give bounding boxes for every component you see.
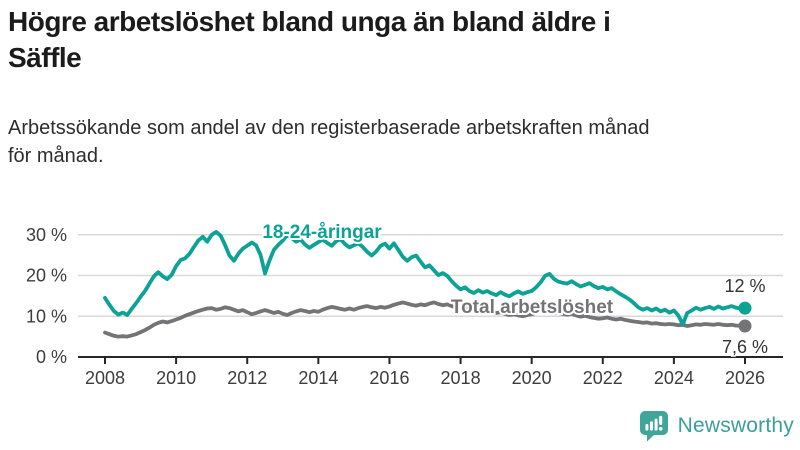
- logo-bar-1: [645, 423, 649, 431]
- x-axis-tick-label: 2022: [583, 368, 623, 388]
- logo-bubble-shape: [639, 410, 668, 441]
- newsworthy-chart-bubble-icon: [639, 410, 668, 441]
- logo-bar-3: [654, 418, 658, 431]
- series-end-dot-18-24-aringar: [738, 301, 752, 315]
- y-axis-tick-label: 0 %: [36, 347, 67, 367]
- x-axis-tick-label: 2008: [85, 368, 125, 388]
- logo-bar-2: [649, 420, 653, 431]
- series-end-value-total-arbetsloshet: 7,6 %: [722, 337, 768, 357]
- series-end-dot-total-arbetsloshet: [738, 319, 752, 333]
- page-subtitle: Arbetssökande som andel av den registerb…: [8, 117, 650, 167]
- y-axis-tick-label: 10 %: [26, 306, 67, 326]
- newsworthy-brand-name: Newsworthy: [677, 414, 794, 437]
- x-axis-tick-label: 2014: [298, 368, 338, 388]
- series-end-value-18-24-aringar: 12 %: [724, 276, 765, 296]
- x-axis-tick-label: 2016: [369, 368, 409, 388]
- x-axis-tick-label: 2010: [156, 368, 196, 388]
- series-label-18-24-aringar: 18-24-åringar: [262, 222, 382, 243]
- x-axis-tick-label: 2024: [654, 368, 694, 388]
- y-axis-tick-label: 20 %: [26, 266, 67, 286]
- series-line-total-arbetsloshet: [103, 300, 747, 339]
- logo-exclamation-bar: [658, 415, 662, 425]
- y-axis-tick-label: 30 %: [26, 225, 67, 245]
- x-axis-tick-label: 2012: [227, 368, 267, 388]
- logo-exclamation-dot: [658, 426, 663, 431]
- x-axis-tick-label: 2018: [441, 368, 481, 388]
- series-line-18-24-aringar: [103, 230, 747, 327]
- footer-logo: Newsworthy: [639, 408, 794, 444]
- page-title: Högre arbetslöshet bland unga än bland ä…: [8, 6, 611, 74]
- x-axis-tick-label: 2020: [512, 368, 552, 388]
- series-label-total-arbetsloshet: Total arbetslöshet: [451, 297, 614, 318]
- x-axis-tick-label: 2026: [725, 368, 765, 388]
